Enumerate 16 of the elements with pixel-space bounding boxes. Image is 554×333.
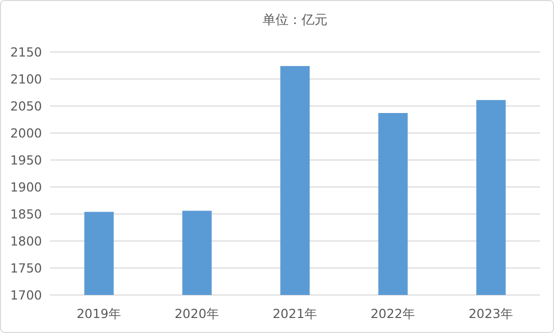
x-tick-label: 2022年 <box>370 306 416 321</box>
x-tick-label: 2020年 <box>174 306 220 321</box>
y-tick-label: 1700 <box>10 288 42 302</box>
chart-title: 单位：亿元 <box>262 13 328 28</box>
y-tick-label: 2150 <box>10 44 42 60</box>
y-tick-label: 1900 <box>10 180 42 194</box>
x-tick-label: 2021年 <box>272 306 318 321</box>
x-tick-label: 2019年 <box>76 306 122 321</box>
y-tick-label: 1850 <box>10 206 42 222</box>
y-tick-label: 1800 <box>10 234 42 248</box>
x-tick-label: 2023年 <box>468 306 514 321</box>
y-tick-label: 1750 <box>10 260 42 276</box>
y-tick-label: 2000 <box>10 126 42 140</box>
y-tick-label: 1950 <box>10 152 42 168</box>
y-tick-label: 2050 <box>10 98 42 114</box>
y-tick-label: 2100 <box>10 72 42 86</box>
